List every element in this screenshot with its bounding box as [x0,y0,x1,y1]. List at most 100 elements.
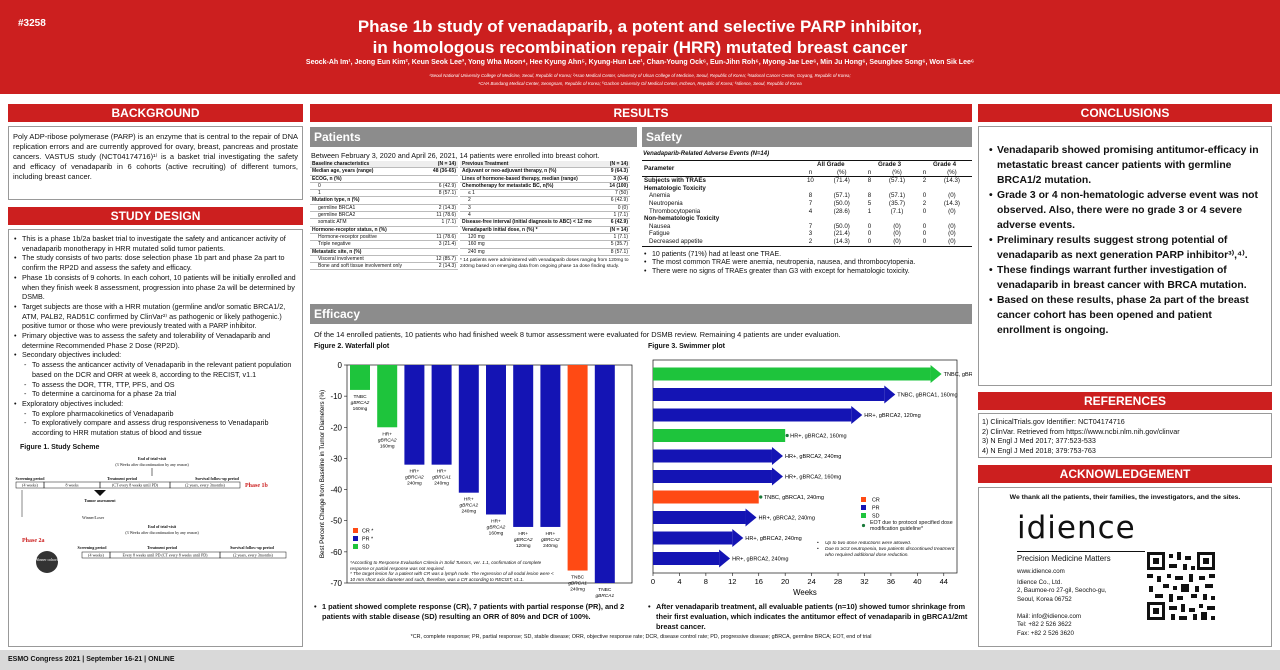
reference-item: 1) ClinicalTrials.gov Identifier: NCT041… [982,417,1125,426]
swimmer-plot: 0 4 8 12 16 20 24 28 32 36 40 44 Weeks TNBC, gBRCA2, … [640,355,972,600]
swimmer-label: HR+, gBRCA2, 160mg [785,475,841,481]
swimmer-bar [653,470,772,483]
title-line-1: Phase 1b study of venadaparib, a potent … [357,17,923,36]
x-tick-label: 36 [887,577,895,586]
swimmer-bar [653,408,852,422]
table-cell-value [877,215,917,223]
table-cell-label: 160 mg [460,240,606,249]
table-cell-label: 3 [460,204,606,213]
table-cell-label: Triple negative [310,240,425,249]
table-cell-value: 0 (0) [605,204,630,213]
bullet-item: To determine a carcinoma for a phase 2a … [12,389,299,399]
swimmer-label: TNBC, gBRCA1, 160mg [897,393,957,399]
table-cell-value: 12 (85.7) [424,255,458,264]
y-axis-label: Best Percent Change from Baseline in Tum… [319,390,326,558]
bullet-item: This is a phase 1b/2a basket trial to in… [12,234,299,253]
table-cell-value: (7.1) [890,207,904,215]
table-cell-label: Decreased appetite [649,237,703,245]
x-tick-label: 8 [704,577,708,586]
table-cell-label: 0 [310,182,425,191]
efficacy-finding-right: After venadaparib treatment, all evaluab… [646,602,972,632]
waterfall-bar [486,365,506,515]
title-line-2: in homologous recombination repair (HRR)… [372,38,908,57]
table-row: Triple negative 3 (21.4) [310,240,458,249]
table-cell-value: 0 [922,222,927,230]
bar-label: HR+ gBRCA2 160mg [378,431,397,449]
affiliations: ¹Seoul National University College of Me… [150,72,1130,88]
safety-group-g4: Grade 4 [932,161,957,168]
tagline: Precision Medicine Matters [1017,554,1111,563]
qr-code-icon[interactable] [1145,550,1217,622]
scheme-treatment-2: Treatment period [147,545,178,550]
table-cell-value: 1 (7.1) [424,218,458,227]
table-cell-value: 6 (42.9) [605,196,630,205]
bullet-item: Primary objective was to assess the safe… [12,331,299,350]
company-address: Idience Co., Ltd. 2, Baumoe-ro 27-gil, S… [1017,579,1106,604]
ongoing-arrow-icon [851,406,863,424]
table-cell-label: Anemia [649,192,670,200]
fax: Fax: +82 2 526 3620 [1017,629,1074,637]
scheme-s-weeks: (4 weeks) [22,482,38,487]
table-cell-value: 6 (42.9) [605,218,630,227]
table-row: 240 mg 8 (57.1) [460,248,630,256]
affiliation-line-2: ⁴CHA Bundang Medical Center, Seongnam, R… [478,81,802,86]
table-row: somatic ATM 1 (7.1) [310,218,458,227]
table-cell-label: 240 mg [460,248,606,256]
ongoing-arrow-icon [771,447,783,465]
swimmer-bar [653,367,931,381]
table-cell-value: (0) [948,207,956,215]
table-cell-value: (0) [948,222,956,230]
tel: Tel: +82 2 526 3622 [1017,621,1072,629]
swimmer-label: HR+, gBRCA2, 240mg [732,557,788,563]
table-cell-value: (35.7) [888,199,906,207]
waterfall-bar [377,365,398,428]
table-cell-label: Hormone-receptor status, n (%) [310,226,425,234]
table-row: germline BRCA2 11 (78.6) [310,211,458,220]
conclusions-panel: Venadaparib showed promising antitumor-e… [978,126,1272,386]
poster-id: #3258 [18,18,46,29]
scheme-end-visit: End of trial-visit [138,456,167,461]
table-cell-label: somatic ATM [310,218,425,227]
acknowledgement-text: We thank all the patients, their familie… [1009,494,1241,501]
bullet-item: These findings warrant further investiga… [987,263,1263,293]
efficacy-bullet-right: After venadaparib treatment, all evaluab… [646,602,972,632]
bullet-item: 10 patients (71%) had at least one TRAE. [642,251,972,260]
x-tick-label: 12 [728,577,736,586]
footer: ESMO Congress 2021 | September 16-21 | O… [0,650,1280,670]
background-panel: Poly ADP-ribose polymerase (PARP) is an … [8,126,303,200]
bullet-item: Based on these results, phase 2a part of… [987,293,1263,338]
prev-col1: Previous Treatment [460,161,606,169]
table-cell-label: Median age, years (range) [310,167,425,176]
x-tick-label: 16 [755,577,763,586]
x-tick-label: 0 [651,577,655,586]
table-cell-value: (57.1) [888,177,906,185]
safety-n: n [867,168,872,176]
previous-note: * 14 patients were administered with ven… [460,257,629,269]
mail[interactable]: Mail: info@idience.com [1017,613,1082,620]
table-cell-value: 2 (14.3) [424,204,458,213]
legend-label: CR * [362,529,374,535]
authors: Seock-Ah Im¹, Jeong Eun Kim², Keun Seok … [305,59,975,66]
bar-label: HR+ gBRCA2 240mg [405,469,424,487]
table-row: ECOG, n (%) [310,175,458,183]
idience-logo: idience [1017,510,1136,546]
waterfall-bar [431,365,452,465]
website-link[interactable]: www.idience.com [1017,568,1065,575]
table-cell-value: (14.3) [943,199,960,207]
table-row: 160 mg 5 (35.7) [460,240,630,249]
table-row: Adjuvant or neo-adjuvant therapy, n (%) 9… [460,167,630,176]
previous-treatment-table: Previous Treatment (N = 14) Adjuvant or n… [460,161,630,256]
table-cell-value: 0 [922,237,927,245]
table-row: Fatigue 3 (21.4) 0 (0) 0 (0) [642,230,972,238]
legend-swatch [353,528,358,533]
figure1-caption: Figure 1. Study Scheme [20,443,100,451]
ongoing-arrow-icon [719,549,731,568]
table-cell-label: Hormone-receptor positive [310,233,425,242]
swimmer-bar [653,388,885,401]
table-row: Visceral involvement 12 (85.7) [310,255,458,264]
scheme-8weeks: 8 weeks [66,482,79,487]
table-row: Anemia 8 (57.1) 8 (57.1) 0 (0) [642,192,972,200]
